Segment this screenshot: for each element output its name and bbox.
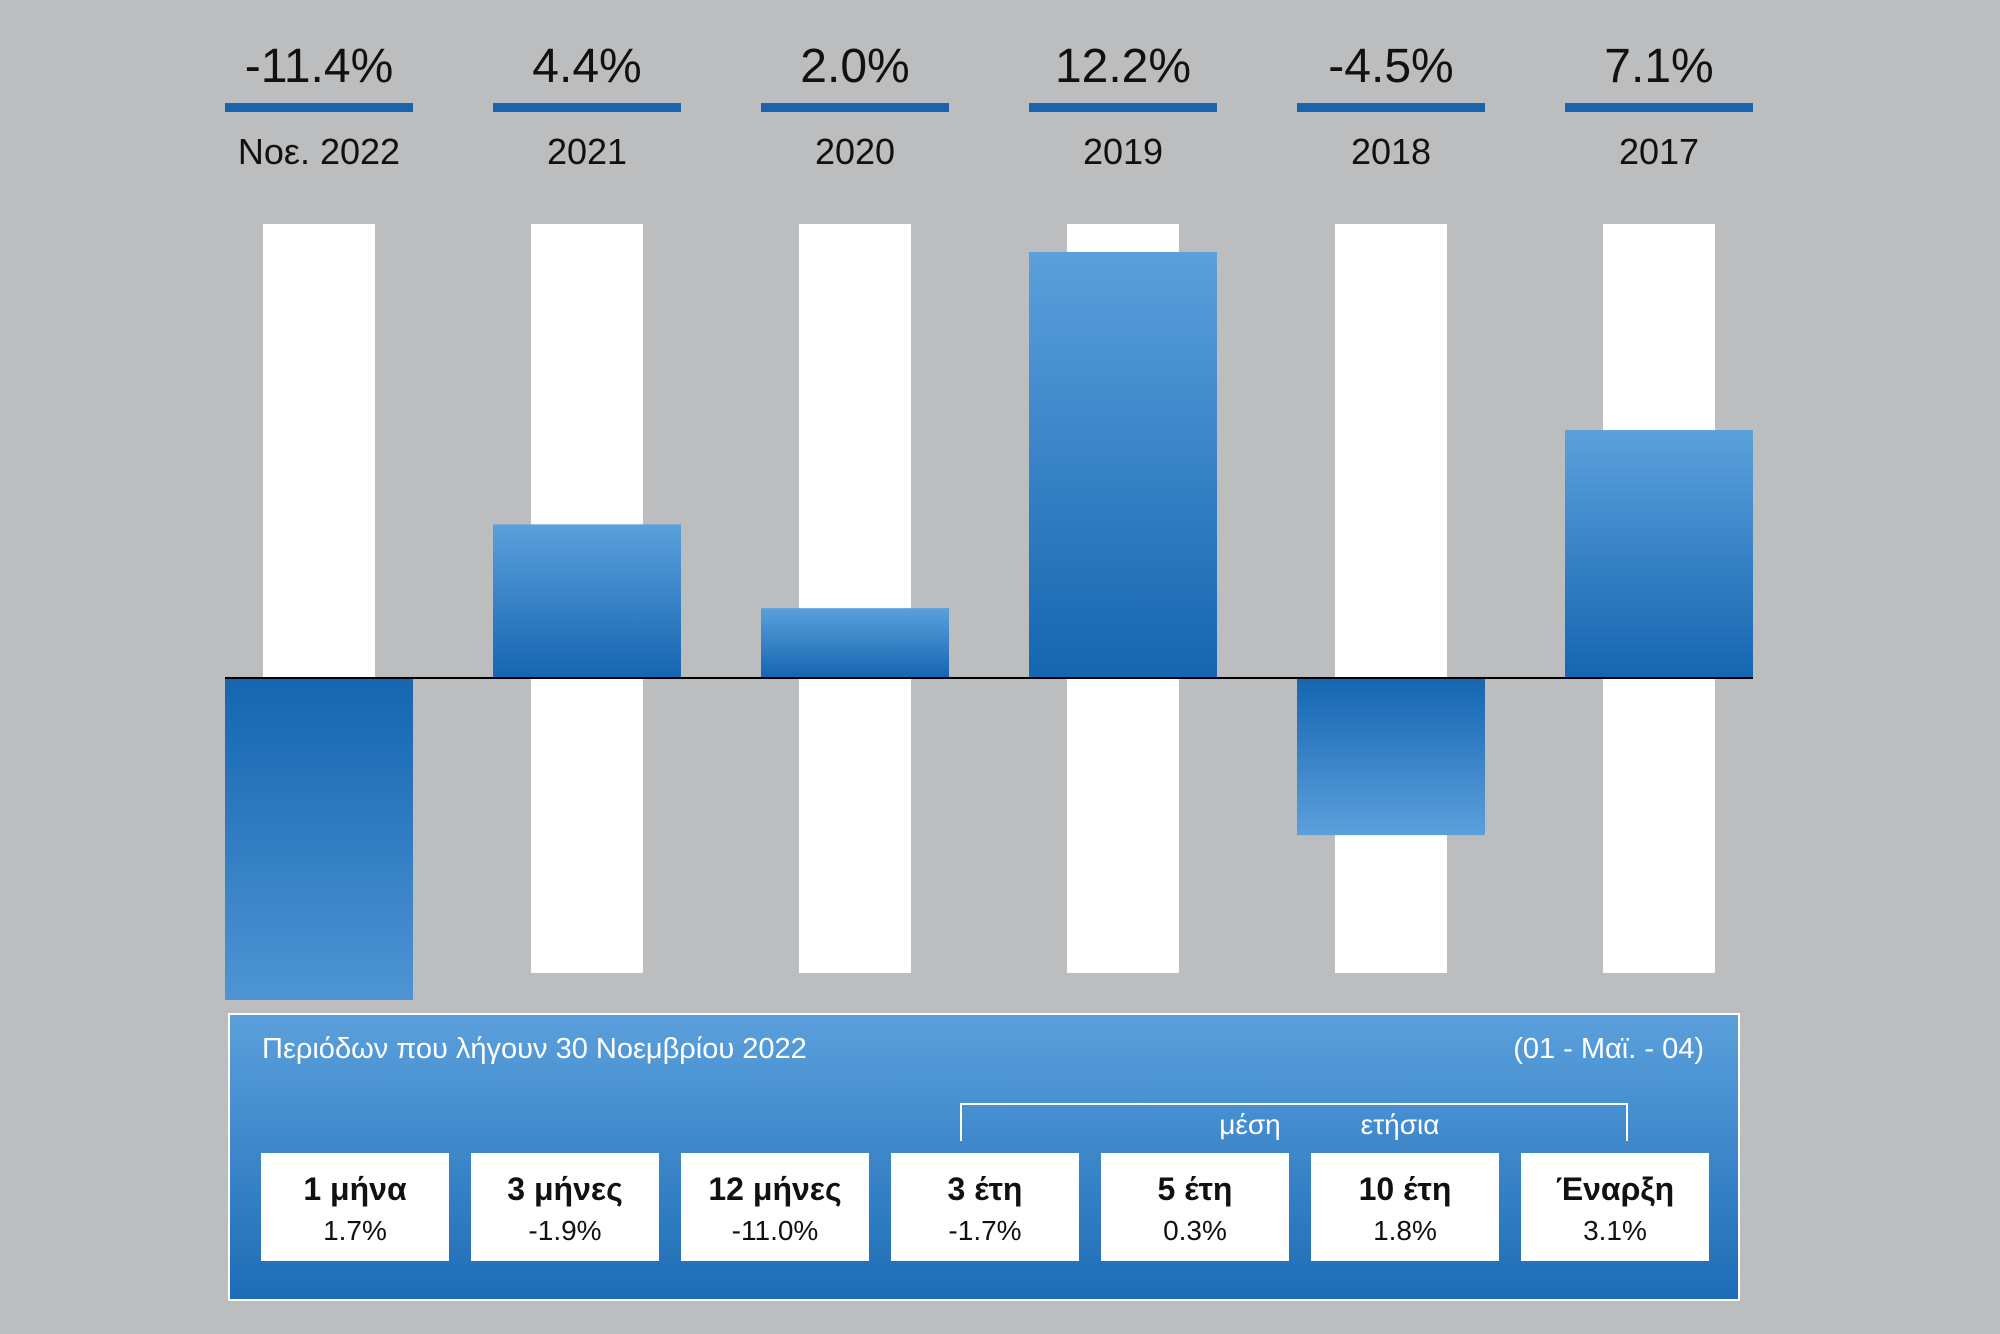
bars — [225, 251, 1753, 1000]
period-box-1-month: 1 μήνα 1.7% — [261, 1153, 449, 1261]
period-box-3-years: 3 έτη -1.7% — [891, 1153, 1079, 1261]
period-value: -1.7% — [948, 1215, 1022, 1246]
period-value: -11.0% — [731, 1215, 819, 1246]
period-value: 3.1% — [1583, 1215, 1647, 1246]
annual-label: ετήσια — [1360, 1109, 1440, 1140]
period-box-5-years: 5 έτη 0.3% — [1101, 1153, 1289, 1261]
bar-track — [799, 224, 911, 973]
category-label: 2021 — [547, 131, 627, 172]
category-label: 2020 — [815, 131, 895, 172]
bar-track — [1335, 224, 1447, 973]
category-label: 2017 — [1619, 131, 1699, 172]
label-underline — [761, 103, 949, 112]
period-name: 3 μήνες — [507, 1171, 623, 1207]
fund-code: (01 - Μαϊ. - 04) — [1513, 1033, 1704, 1065]
bar — [493, 524, 681, 678]
bar-value-label: -4.5% — [1328, 40, 1453, 93]
period-value: 0.3% — [1163, 1215, 1227, 1246]
average-label: μέση — [1219, 1109, 1281, 1140]
period-value: 1.8% — [1373, 1215, 1437, 1246]
bar — [1297, 678, 1485, 836]
bar-labels: -11.4% Νοε. 2022 4.4% 2021 2.0% 2020 12.2% 2019… — [225, 40, 1753, 172]
performance-summary-panel: Περιόδων που λήγουν 30 Νοεμβρίου 2022 (0… — [228, 1013, 1740, 1301]
label-underline — [493, 103, 681, 112]
category-label: Νοε. 2022 — [238, 131, 400, 172]
label-underline — [1565, 103, 1753, 112]
bar-tracks — [263, 224, 1715, 973]
period-name: 10 έτη — [1358, 1171, 1452, 1207]
category-label: 2018 — [1351, 131, 1431, 172]
bar-value-label: 4.4% — [532, 40, 641, 93]
bar — [761, 608, 949, 678]
category-label: 2019 — [1083, 131, 1163, 172]
bar-value-label: 7.1% — [1604, 40, 1713, 93]
period-box-3-months: 3 μήνες -1.9% — [471, 1153, 659, 1261]
bar-chart: -11.4% Νοε. 2022 4.4% 2021 2.0% 2020 12.2% 2019… — [225, 40, 1753, 1000]
period-caption: Περιόδων που λήγουν 30 Νοεμβρίου 2022 — [262, 1033, 807, 1065]
average-annual-bracket — [960, 1103, 1628, 1141]
period-value: 1.7% — [323, 1215, 387, 1246]
period-name: Έναρξη — [1555, 1171, 1675, 1207]
label-underline — [225, 103, 413, 112]
period-name: 1 μήνα — [303, 1171, 407, 1207]
bar-value-label: 12.2% — [1055, 40, 1191, 93]
period-name: 5 έτη — [1157, 1171, 1233, 1207]
period-value: -1.9% — [528, 1215, 602, 1246]
bar — [1565, 430, 1753, 678]
period-name: 12 μήνες — [708, 1171, 842, 1207]
label-underline — [1029, 103, 1217, 112]
period-box-10-years: 10 έτη 1.8% — [1311, 1153, 1499, 1261]
period-box-inception: Έναρξη 3.1% — [1521, 1153, 1709, 1261]
bar — [225, 678, 413, 1000]
period-name: 3 έτη — [947, 1171, 1023, 1207]
bar-value-label: 2.0% — [800, 40, 909, 93]
period-box-12-months: 12 μήνες -11.0% — [681, 1153, 869, 1261]
label-underline — [1297, 103, 1485, 112]
bar-value-label: -11.4% — [245, 40, 394, 93]
bar — [1029, 251, 1217, 678]
